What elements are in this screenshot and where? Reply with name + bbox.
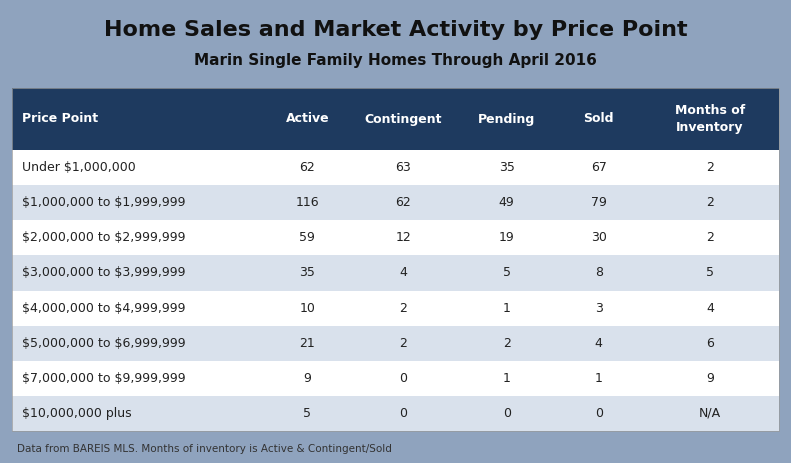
Text: 79: 79 <box>591 196 607 209</box>
Text: 2: 2 <box>706 232 714 244</box>
Text: 5: 5 <box>303 407 312 420</box>
Bar <box>12 256 779 290</box>
Text: \$5,000,000 to \$6,999,999: \$5,000,000 to \$6,999,999 <box>22 337 186 350</box>
Text: 5: 5 <box>706 266 714 280</box>
Text: 2: 2 <box>706 161 714 174</box>
Text: 5: 5 <box>503 266 511 280</box>
Bar <box>12 290 779 325</box>
Text: 3: 3 <box>595 301 603 314</box>
Text: Under \$1,000,000: Under \$1,000,000 <box>22 161 136 174</box>
Text: \$1,000,000 to \$1,999,999: \$1,000,000 to \$1,999,999 <box>22 196 186 209</box>
Text: 62: 62 <box>300 161 315 174</box>
Text: 35: 35 <box>499 161 515 174</box>
Text: 2: 2 <box>503 337 511 350</box>
Text: 49: 49 <box>499 196 515 209</box>
Bar <box>12 220 779 256</box>
Text: 2: 2 <box>399 301 407 314</box>
Text: 1: 1 <box>595 372 603 385</box>
Text: 62: 62 <box>396 196 411 209</box>
Text: 6: 6 <box>706 337 714 350</box>
Text: 0: 0 <box>595 407 603 420</box>
Text: Contingent: Contingent <box>365 113 442 125</box>
Text: 59: 59 <box>299 232 316 244</box>
Text: Sold: Sold <box>584 113 614 125</box>
Text: 21: 21 <box>300 337 315 350</box>
Text: 9: 9 <box>706 372 714 385</box>
Bar <box>12 88 779 431</box>
Text: 116: 116 <box>296 196 319 209</box>
Text: Months of
Inventory: Months of Inventory <box>675 105 745 133</box>
Text: 4: 4 <box>399 266 407 280</box>
Text: 1: 1 <box>503 301 511 314</box>
Bar <box>12 325 779 361</box>
Text: 35: 35 <box>299 266 316 280</box>
Text: \$3,000,000 to \$3,999,999: \$3,000,000 to \$3,999,999 <box>22 266 186 280</box>
Bar <box>12 150 779 185</box>
Text: 4: 4 <box>706 301 714 314</box>
Text: 30: 30 <box>591 232 607 244</box>
Text: 63: 63 <box>396 161 411 174</box>
Text: 0: 0 <box>503 407 511 420</box>
Bar <box>12 396 779 431</box>
Bar <box>12 88 779 150</box>
Text: 2: 2 <box>399 337 407 350</box>
Text: 9: 9 <box>304 372 311 385</box>
Text: 8: 8 <box>595 266 603 280</box>
Text: 0: 0 <box>399 372 407 385</box>
Text: Data from BAREIS MLS. Months of inventory is Active & Contingent/Sold: Data from BAREIS MLS. Months of inventor… <box>17 444 392 454</box>
Text: \$2,000,000 to \$2,999,999: \$2,000,000 to \$2,999,999 <box>22 232 186 244</box>
Text: 0: 0 <box>399 407 407 420</box>
Text: N/A: N/A <box>699 407 721 420</box>
Text: 2: 2 <box>706 196 714 209</box>
Text: \$4,000,000 to \$4,999,999: \$4,000,000 to \$4,999,999 <box>22 301 186 314</box>
Text: 4: 4 <box>595 337 603 350</box>
Text: 19: 19 <box>499 232 515 244</box>
Text: 67: 67 <box>591 161 607 174</box>
Text: \$10,000,000 plus: \$10,000,000 plus <box>22 407 131 420</box>
Text: Pending: Pending <box>478 113 536 125</box>
Text: 1: 1 <box>503 372 511 385</box>
Text: Marin Single Family Homes Through April 2016: Marin Single Family Homes Through April … <box>194 52 597 68</box>
Bar <box>12 185 779 220</box>
Bar <box>12 361 779 396</box>
Text: Home Sales and Market Activity by Price Point: Home Sales and Market Activity by Price … <box>104 20 687 40</box>
Text: Active: Active <box>286 113 329 125</box>
Text: \$7,000,000 to \$9,999,999: \$7,000,000 to \$9,999,999 <box>22 372 186 385</box>
Text: Price Point: Price Point <box>22 113 98 125</box>
Text: 12: 12 <box>396 232 411 244</box>
Text: 10: 10 <box>299 301 316 314</box>
